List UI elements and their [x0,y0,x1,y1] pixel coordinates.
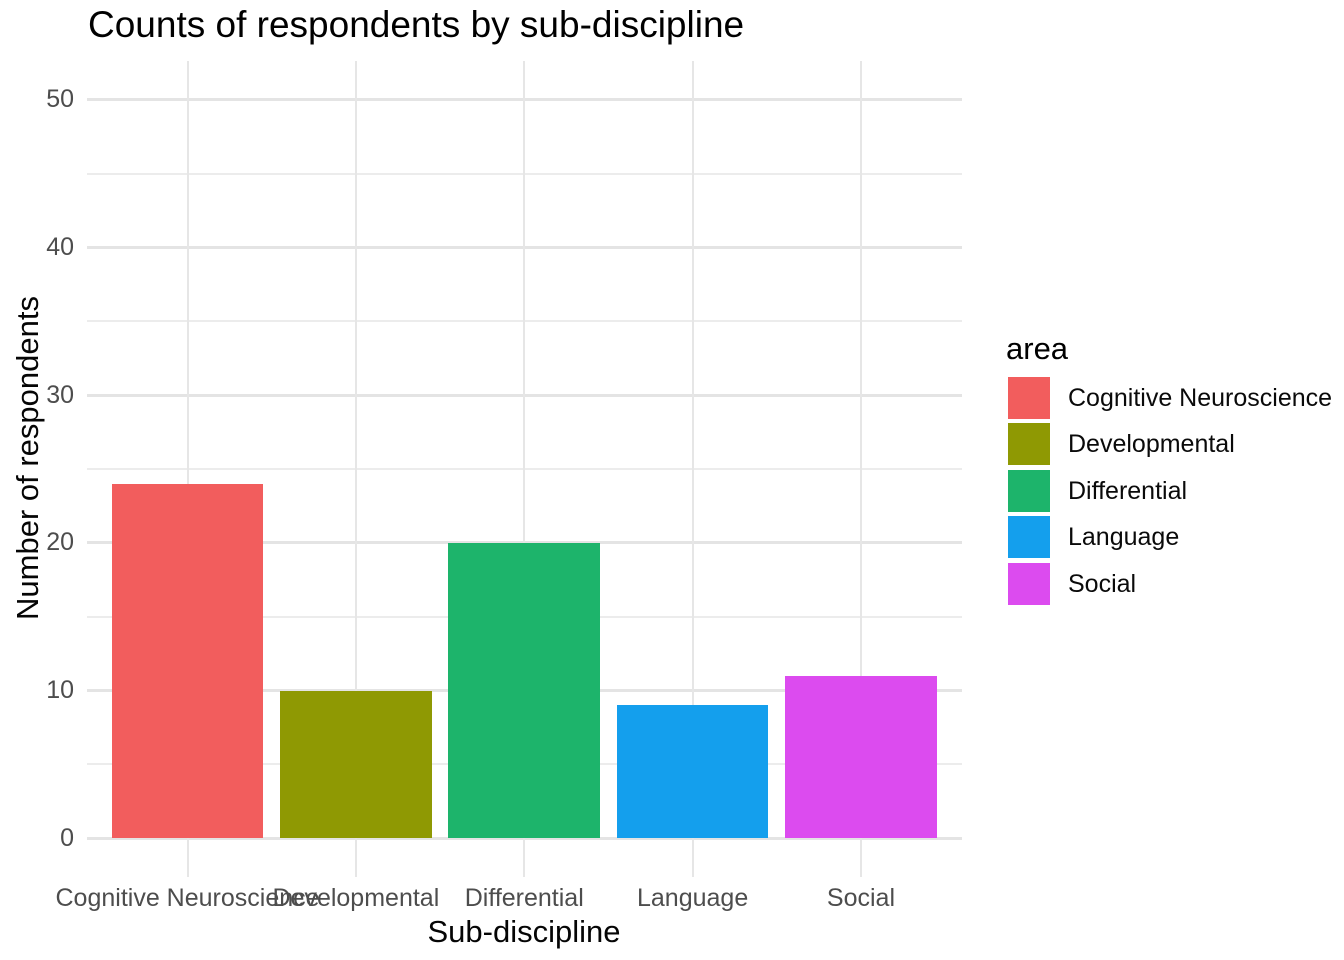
legend-swatch-differential [1008,469,1050,512]
bar-differential [448,542,600,839]
legend-label-social: Social [1068,569,1137,598]
legend-label-language: Language [1068,523,1180,552]
legend-swatch-cognitive-neuroscience [1008,377,1050,419]
y-axis-title: Number of respondents [10,296,45,620]
gridline-vertical-developmental [354,61,357,877]
bar-developmental [280,690,432,839]
bar-language [616,705,769,839]
chart-title: Counts of respondents by sub-discipline [88,4,745,45]
bar-cognitive-neuroscience [111,483,264,839]
y-tick-label: 40 [46,233,74,261]
gridline-vertical-social [859,61,862,877]
legend-swatch-social [1008,562,1050,605]
legend-title: area [1006,331,1069,366]
x-tick-label-social: Social [826,883,896,912]
y-tick-label: 20 [46,528,74,557]
y-tick-label: 10 [46,676,74,705]
legend-label-developmental: Developmental [1068,430,1235,459]
x-tick-label-language: Language [636,883,749,912]
gridline-vertical-differential [523,61,526,877]
legend-swatch-developmental [1008,423,1050,466]
x-tick-label-cognitive-neuroscience: Cognitive Neuroscience [55,883,320,912]
y-tick-label: 0 [60,823,74,852]
y-tick-label: 50 [46,85,74,114]
bar-social [785,675,937,839]
x-tick-label-differential: Differential [464,883,584,912]
gridline-vertical-language [691,61,694,877]
legend-swatch-language [1008,516,1050,559]
gridline-vertical-cognitive-neuroscience [186,61,189,877]
legend-label-cognitive-neuroscience: Cognitive Neuroscience [1068,384,1333,412]
legend-label-differential: Differential [1068,476,1188,505]
x-tick-label-developmental: Developmental [272,883,440,912]
x-axis-title: Sub-discipline [427,914,621,949]
y-tick-label: 30 [46,380,74,409]
